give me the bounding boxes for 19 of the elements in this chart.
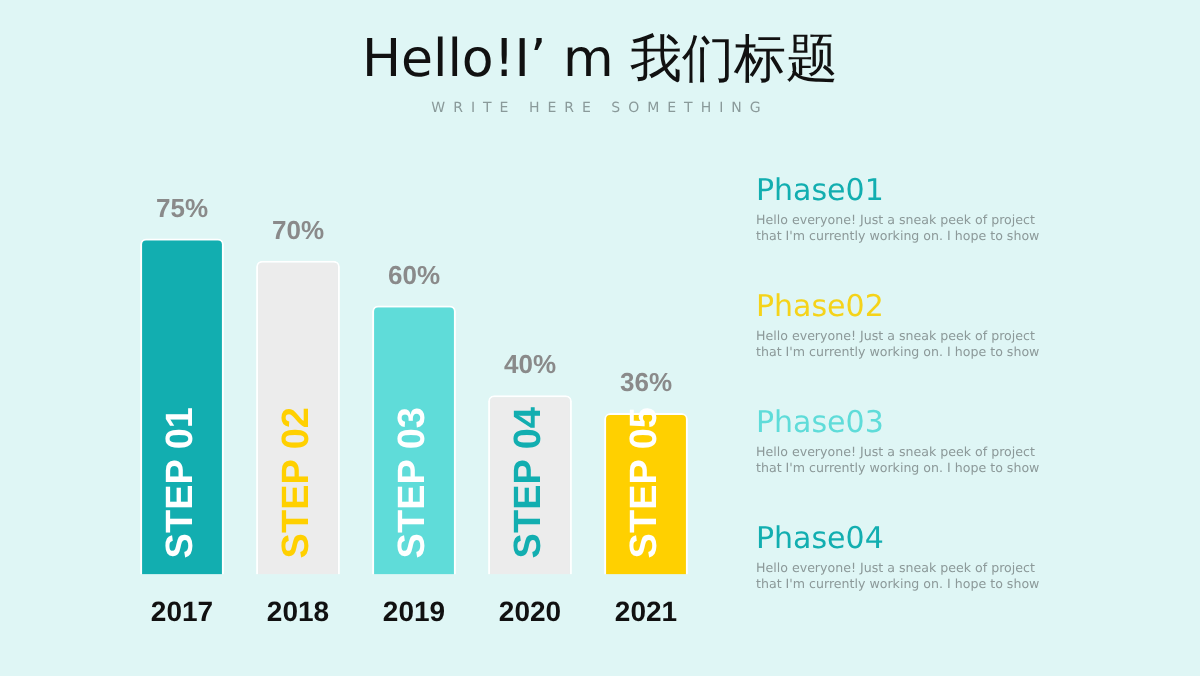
chart-title: Hello!I’ m 我们标题 bbox=[359, 28, 841, 94]
data-label: 70% bbox=[271, 214, 325, 245]
x-tick-label: 2018 bbox=[266, 594, 330, 627]
text: Phase02 bbox=[756, 288, 886, 324]
x-tick-label: 2019 bbox=[382, 594, 446, 627]
data-label: 60% bbox=[387, 259, 441, 290]
data-label: 75% bbox=[155, 192, 209, 223]
x-tick-label: 2021 bbox=[614, 594, 678, 627]
text: Phase03 bbox=[756, 404, 886, 440]
annotation: STEP 04 bbox=[508, 406, 551, 559]
x-tick-label: 2017 bbox=[150, 594, 214, 627]
annotation: STEP 01 bbox=[160, 406, 203, 559]
annotation: STEP 02 bbox=[276, 406, 319, 559]
text: Phase01 bbox=[756, 172, 886, 208]
text: Phase04 bbox=[756, 520, 886, 556]
data-label: 36% bbox=[619, 367, 673, 398]
annotation: STEP 03 bbox=[392, 406, 435, 559]
x-tick-label: 2020 bbox=[498, 594, 562, 627]
data-label: 40% bbox=[503, 349, 557, 380]
